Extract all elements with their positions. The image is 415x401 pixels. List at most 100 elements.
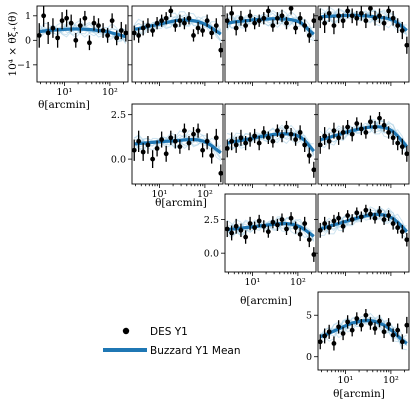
y-tick-label: 0.0: [111, 154, 126, 165]
data-point: [399, 144, 405, 150]
data-point: [284, 226, 289, 232]
x-tick-label: 10¹: [56, 87, 72, 98]
y-tick-label: 2.5: [204, 215, 219, 226]
data-point: [395, 23, 401, 29]
buzzard-realization: [133, 16, 222, 42]
data-point: [229, 230, 235, 236]
data-point: [331, 128, 337, 134]
data-point: [381, 122, 387, 128]
plot-grid: −1 0 1 10¹ 10² 0.0 2.5 10¹ 10² 0.0 2.5 10¹ 10² 0 5 10¹ 1…: [17, 5, 410, 386]
data-point: [326, 10, 332, 16]
data-point: [372, 124, 378, 130]
data-point: [404, 322, 409, 328]
data-point: [270, 23, 276, 29]
data-point: [293, 225, 299, 231]
data-point: [354, 15, 360, 21]
data-point: [225, 226, 230, 232]
data-point: [354, 121, 360, 126]
data-point: [354, 316, 360, 321]
data-point: [390, 332, 396, 338]
data-point: [91, 20, 97, 26]
data-point: [159, 137, 165, 142]
data-point: [275, 128, 280, 134]
data-point: [218, 47, 223, 53]
panel-4-4: 0 5 10¹ 10²: [306, 291, 410, 386]
data-point: [381, 329, 387, 335]
data-point: [238, 15, 244, 21]
x-tick-label: 10¹: [151, 189, 167, 200]
panel-frame: [317, 103, 410, 185]
data-point: [96, 23, 101, 29]
panel-frame: [224, 193, 317, 273]
panel-frame: [224, 5, 317, 83]
data-point: [55, 35, 61, 41]
data-point: [363, 130, 369, 135]
data-point: [358, 10, 364, 16]
data-point: [200, 28, 206, 33]
panel-2-4: [314, 103, 410, 188]
data-point: [100, 28, 106, 33]
data-point: [297, 15, 303, 21]
data-point: [159, 18, 165, 24]
y-tick-label: 0: [25, 36, 31, 47]
data-point: [256, 140, 262, 146]
data-point: [154, 146, 160, 151]
data-point: [229, 10, 235, 16]
data-point: [168, 8, 174, 14]
data-point: [326, 329, 332, 335]
data-point: [284, 124, 289, 130]
y-tick-label: 0: [306, 352, 312, 363]
data-point: [279, 133, 285, 139]
data-point: [182, 20, 187, 26]
data-point: [163, 15, 169, 21]
data-point: [154, 20, 160, 26]
data-point: [243, 23, 249, 29]
data-point: [340, 130, 346, 135]
data-point: [318, 227, 323, 233]
data-point: [45, 30, 51, 36]
data-point: [311, 167, 316, 173]
data-point: [182, 128, 187, 134]
data-point: [368, 211, 373, 217]
buzzard-mean-line: [226, 17, 315, 36]
data-point: [140, 25, 146, 31]
data-point: [349, 13, 355, 19]
data-point: [172, 23, 178, 29]
data-point: [191, 131, 196, 137]
data-point: [265, 135, 271, 141]
data-point: [358, 214, 364, 220]
data-point: [145, 23, 151, 29]
data-point: [204, 18, 210, 24]
data-point: [270, 219, 276, 225]
data-point: [395, 225, 401, 231]
panel-2-3: [221, 103, 317, 188]
data-point: [82, 15, 88, 21]
data-point: [390, 15, 396, 21]
data-point: [132, 30, 137, 36]
data-point: [386, 8, 392, 14]
data-point: [256, 218, 262, 224]
panel-1-3: [221, 5, 317, 86]
data-point: [377, 13, 382, 19]
panel-frame: [317, 193, 410, 273]
data-point: [306, 237, 312, 243]
data-point: [247, 221, 253, 226]
data-point: [256, 18, 262, 24]
data-point: [293, 25, 299, 31]
buzzard-realization: [319, 316, 407, 345]
data-point: [200, 147, 206, 153]
data-point: [195, 25, 201, 31]
panel-3-4: [314, 193, 410, 276]
x-tick-label: 10¹: [244, 277, 260, 288]
data-point: [306, 153, 312, 158]
legend: DES Y1 Buzzard Y1 Mean: [103, 326, 241, 357]
data-point: [363, 312, 369, 318]
panel-plot-area: [318, 112, 409, 162]
data-point: [150, 156, 156, 162]
x-tick-label: 10²: [102, 87, 118, 98]
panel-plot-area: [132, 6, 223, 58]
data-point: [404, 237, 409, 243]
data-point: [114, 35, 120, 41]
data-point: [345, 8, 351, 14]
data-point: [140, 149, 146, 155]
